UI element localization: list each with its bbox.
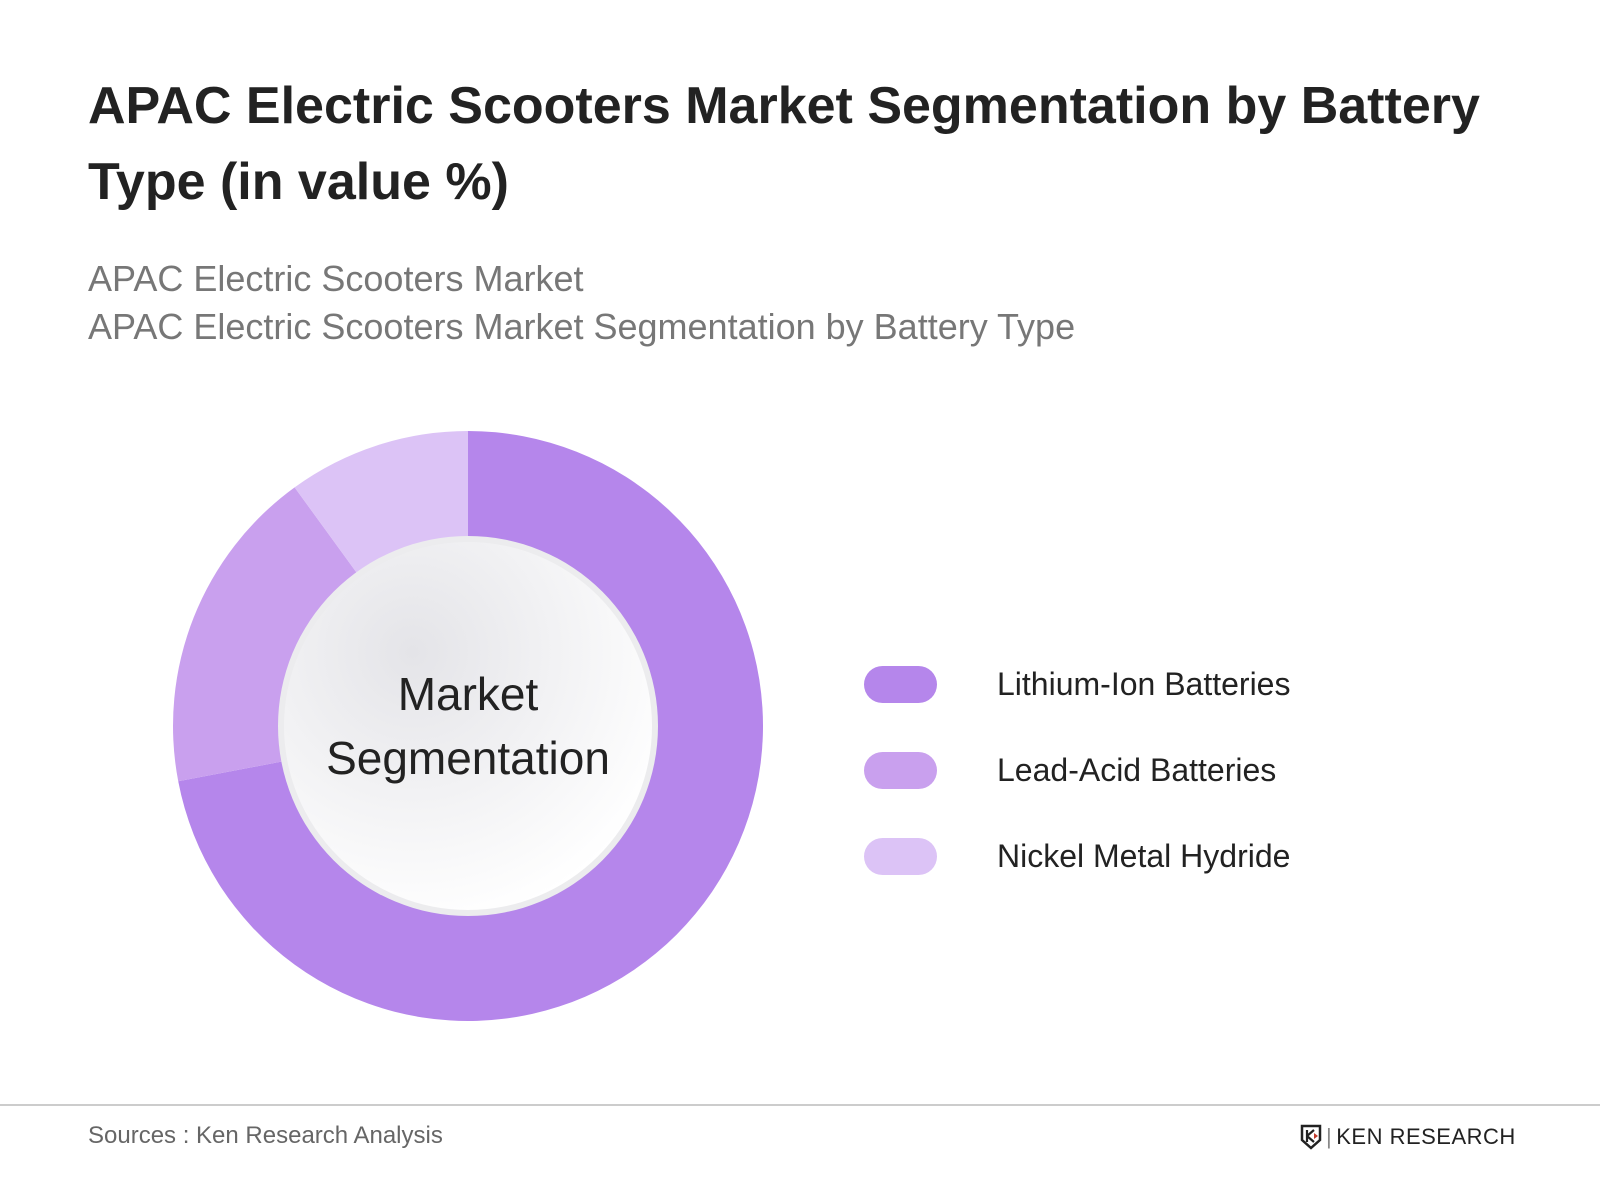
ken-research-logo: | KEN RESEARCH — [1300, 1124, 1516, 1150]
subtitle-market: APAC Electric Scooters Market — [88, 258, 584, 299]
ken-logo-icon — [1300, 1124, 1322, 1150]
legend-item-lithium-ion: Lithium-Ion Batteries — [864, 666, 1290, 703]
legend-item-nickel-metal-hydride: Nickel Metal Hydride — [864, 838, 1290, 875]
donut-slice-nickel-metal-hydride — [294, 431, 468, 574]
logo-text: KEN RESEARCH — [1336, 1124, 1516, 1149]
legend-label: Lead-Acid Batteries — [997, 752, 1277, 788]
legend-swatch — [864, 666, 937, 703]
donut-slice-lithium-ion-batteries — [178, 431, 763, 1021]
donut-slice-lead-acid-batteries — [173, 487, 358, 782]
legend-swatch — [864, 752, 937, 789]
subtitle-segmentation: APAC Electric Scooters Market Segmentati… — [88, 306, 1076, 347]
chart-title: APAC Electric Scooters Market Segmentati… — [88, 77, 1480, 211]
source-note: Sources : Ken Research Analysis — [88, 1122, 443, 1149]
legend-item-lead-acid: Lead-Acid Batteries — [864, 752, 1276, 789]
footer-divider — [0, 1104, 1600, 1106]
legend-label: Lithium-Ion Batteries — [997, 666, 1291, 702]
center-label: Market Segmentation — [326, 668, 610, 784]
center-disc — [284, 542, 652, 910]
legend-swatch — [864, 838, 937, 875]
legend-label: Nickel Metal Hydride — [997, 838, 1291, 874]
